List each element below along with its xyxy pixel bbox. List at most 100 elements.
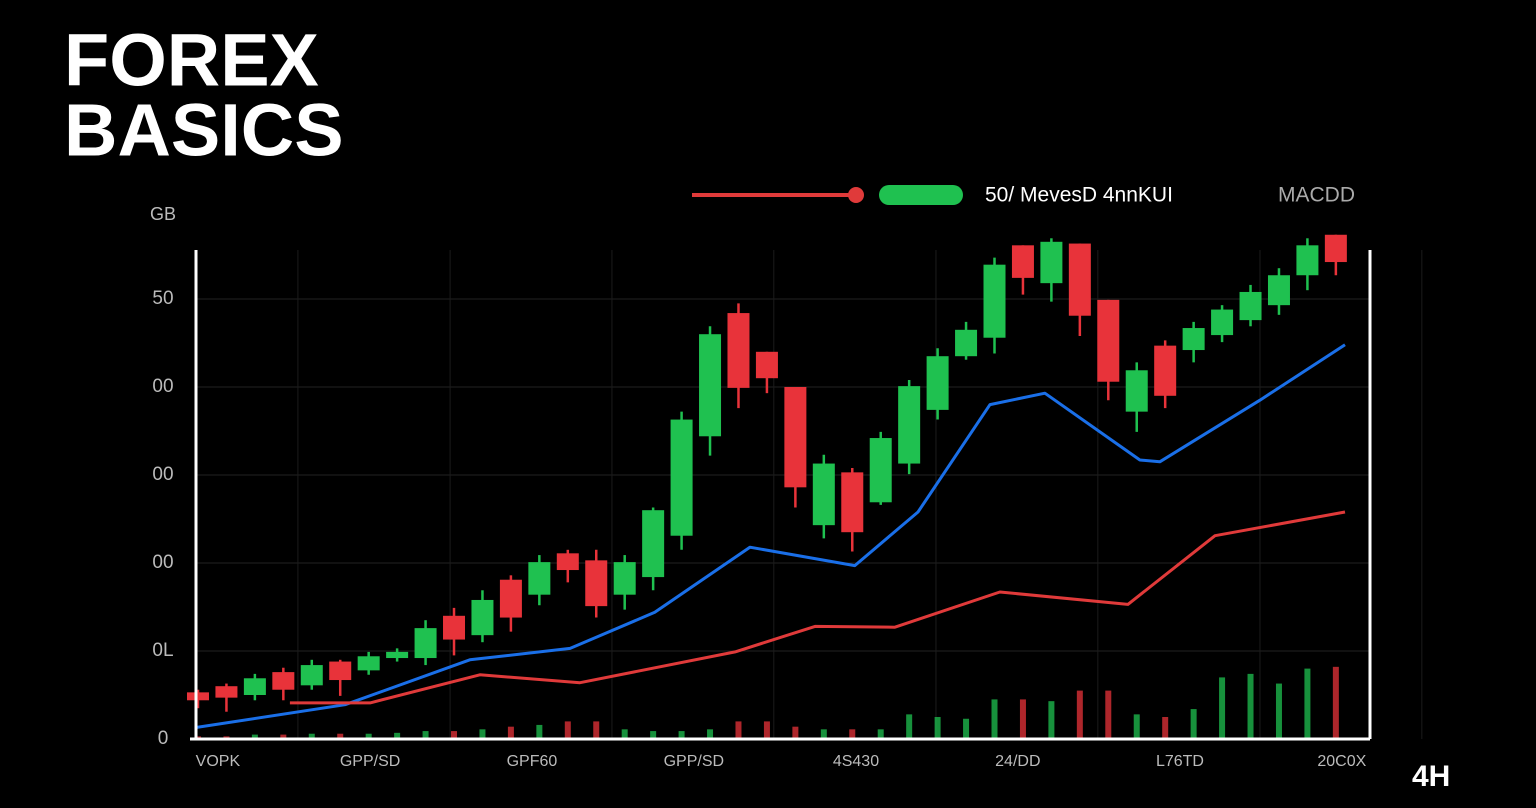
candle-body bbox=[272, 672, 295, 690]
x-tick-label: GPP/SD bbox=[340, 753, 400, 770]
candle-body bbox=[243, 678, 266, 695]
y-tick-label: 00 bbox=[152, 376, 173, 397]
candle-body bbox=[585, 560, 608, 607]
volume-bar bbox=[991, 699, 998, 739]
candle-body bbox=[528, 562, 551, 595]
volume-bar bbox=[1133, 714, 1140, 739]
candle-body bbox=[1154, 345, 1177, 396]
volume-bar bbox=[593, 721, 600, 739]
indicator-label: MACDD bbox=[1278, 184, 1355, 207]
candle-body bbox=[471, 599, 494, 636]
candle-body bbox=[983, 264, 1006, 338]
timeframe: 4H bbox=[1412, 760, 1450, 793]
candle-body bbox=[755, 351, 778, 379]
x-tick-label: 24/DD bbox=[995, 753, 1040, 770]
candle-body bbox=[443, 615, 466, 640]
indicator-line bbox=[194, 343, 1346, 730]
candle-body bbox=[841, 472, 864, 533]
volume-bar bbox=[1190, 709, 1197, 739]
volume-bar bbox=[564, 721, 571, 739]
candle-body bbox=[699, 334, 722, 437]
volume-bar bbox=[1162, 717, 1169, 739]
candle-body bbox=[556, 553, 579, 571]
candle-body bbox=[414, 628, 437, 659]
candle-body bbox=[1182, 328, 1205, 351]
volume-bar bbox=[251, 734, 258, 739]
volume-bar bbox=[1247, 673, 1254, 739]
volume-bar bbox=[536, 724, 543, 739]
volume-bar bbox=[763, 721, 770, 739]
candle-body bbox=[926, 356, 949, 410]
volume-bar bbox=[451, 731, 458, 739]
candle-body bbox=[1296, 245, 1319, 276]
legend-pill bbox=[879, 185, 963, 205]
y-tick-label: 0L bbox=[152, 640, 173, 661]
candle-body bbox=[329, 661, 352, 681]
candle-body bbox=[1040, 241, 1063, 284]
candle-body bbox=[1125, 370, 1148, 412]
y-tick-label: 00 bbox=[152, 464, 173, 485]
volume-bar bbox=[650, 731, 657, 739]
candle-body bbox=[812, 463, 835, 526]
candle-body bbox=[955, 329, 978, 357]
volume-bar bbox=[906, 714, 913, 739]
candle-body bbox=[386, 651, 409, 659]
volume-bar bbox=[849, 729, 856, 739]
volume-bar bbox=[280, 734, 287, 739]
legend-text: 50/ MevesD 4nnKUI bbox=[985, 184, 1173, 207]
volume-bar bbox=[877, 729, 884, 739]
volume-bar bbox=[394, 732, 401, 739]
volume-bar bbox=[1105, 690, 1112, 739]
x-tick-label: 20C0X bbox=[1317, 753, 1366, 770]
volume-bar bbox=[479, 729, 486, 739]
y-tick-label: 00 bbox=[152, 552, 173, 573]
x-tick-label: GPF60 bbox=[507, 753, 558, 770]
volume-bar bbox=[792, 726, 799, 739]
volume-bar bbox=[1076, 690, 1083, 739]
volume-bar bbox=[507, 726, 514, 739]
volume-bar bbox=[1275, 683, 1282, 739]
volume-bar bbox=[422, 731, 429, 739]
volume-bar bbox=[963, 718, 970, 739]
candle-body bbox=[727, 313, 750, 388]
candle-body bbox=[215, 686, 238, 698]
volume-bar bbox=[1019, 699, 1026, 739]
volume-bar bbox=[365, 733, 372, 739]
volume-bar bbox=[820, 729, 827, 739]
y-axis-label: GB bbox=[150, 204, 176, 224]
volume-bar bbox=[1304, 668, 1311, 739]
volume-bar bbox=[1219, 677, 1226, 739]
volume-bar bbox=[308, 733, 315, 739]
volume-bar bbox=[934, 717, 941, 739]
volume-bar bbox=[707, 729, 714, 739]
y-tick-label: 50 bbox=[152, 288, 173, 309]
title-line: BASICS bbox=[64, 89, 344, 172]
candle-body bbox=[186, 692, 209, 701]
candle-body bbox=[898, 386, 921, 464]
candle-body bbox=[1267, 275, 1290, 306]
volume-bar bbox=[337, 733, 344, 739]
title-line: FOREX bbox=[64, 19, 319, 102]
volume-bar bbox=[735, 721, 742, 739]
candle-body bbox=[1068, 243, 1091, 316]
indicator-line bbox=[289, 510, 1346, 705]
candle-body bbox=[670, 419, 693, 536]
x-tick-label: L76TD bbox=[1156, 753, 1204, 770]
volume-bar bbox=[1048, 701, 1055, 739]
candle-body bbox=[1239, 291, 1262, 321]
volume-bar bbox=[1332, 666, 1339, 739]
candle-body bbox=[357, 656, 380, 671]
candle-body bbox=[1011, 245, 1034, 278]
legend-dot bbox=[848, 187, 864, 203]
candle-body bbox=[613, 562, 636, 595]
x-tick-label: GPP/SD bbox=[664, 753, 724, 770]
candle-body bbox=[784, 387, 807, 488]
candle-body bbox=[1211, 309, 1234, 336]
candle-body bbox=[300, 665, 323, 686]
y-tick-label: 0 bbox=[158, 728, 169, 749]
x-tick-label: VOPK bbox=[196, 753, 241, 770]
x-tick-label: 4S430 bbox=[833, 753, 879, 770]
